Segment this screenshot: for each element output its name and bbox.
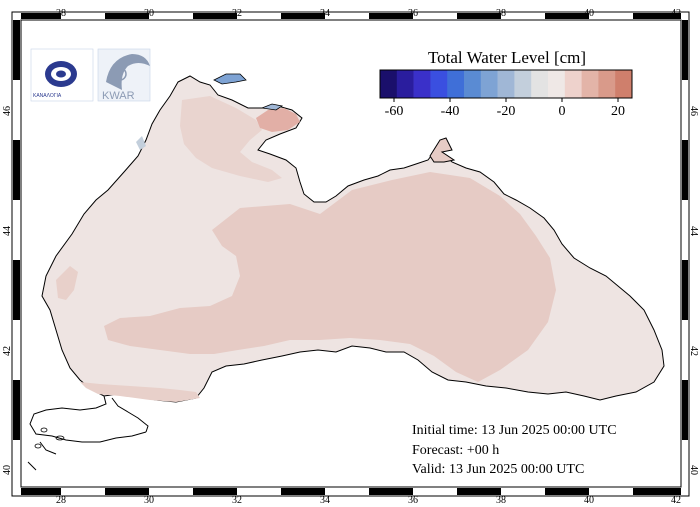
y-tick-left-42: 42	[2, 346, 13, 356]
y-tick-labels-left: 40 42 44 46	[2, 106, 13, 475]
marmara-islands	[34, 427, 65, 449]
colorbar-tick-label: -60	[385, 104, 404, 119]
x-tick-bottom-36: 36	[408, 495, 418, 506]
sea-of-azov	[429, 137, 456, 163]
colorbar-cell	[464, 70, 482, 98]
forecast-text: Forecast: +00 h	[412, 443, 499, 458]
colorbar-title: Total Water Level [cm]	[428, 48, 586, 67]
marmara-coastline	[27, 395, 149, 471]
y-tick-left-40: 40	[2, 465, 13, 475]
x-tick-bottom-28: 28	[56, 495, 66, 506]
x-tick-top-34: 34	[320, 8, 330, 19]
valid-time-text: Valid: 13 Jun 2025 00:00 UTC	[412, 462, 584, 477]
x-tick-top-30: 30	[144, 8, 154, 19]
lagoon-blue-north	[213, 73, 247, 85]
x-tick-top-40: 40	[584, 8, 594, 19]
colorbar-tick-label: -40	[441, 104, 460, 119]
sea-west-warm-fringe	[56, 266, 78, 300]
colorbar-cell	[615, 70, 633, 98]
x-tick-top-36: 36	[408, 8, 418, 19]
y-tick-right-40: 40	[688, 465, 699, 475]
colorbar-cell	[581, 70, 599, 98]
logo-right-text: KWAR	[102, 90, 135, 102]
x-tick-labels-top: 28 30 32 34 36 38 40 42	[56, 8, 681, 19]
sea-south-warm-fringe	[80, 382, 200, 402]
x-tick-bottom-34: 34	[320, 495, 330, 506]
y-tick-labels-right: 40 42 44 46	[688, 106, 699, 475]
x-tick-bottom-42: 42	[671, 495, 681, 506]
y-tick-right-46: 46	[688, 106, 699, 116]
colorbar-cell	[480, 70, 498, 98]
colorbar-cell	[380, 70, 398, 98]
x-tick-top-28: 28	[56, 8, 66, 19]
colorbar-cell	[514, 70, 532, 98]
y-tick-left-44: 44	[2, 226, 13, 236]
x-tick-labels-bottom: 28 30 32 34 36 38 40 42	[56, 495, 681, 506]
colorbar-tick-label: -20	[497, 104, 516, 119]
initial-time-text: Initial time: 13 Jun 2025 00:00 UTC	[412, 423, 617, 438]
colorbar-ticks: -60 -40 -20 0 20	[385, 98, 625, 119]
y-tick-left-46: 46	[2, 106, 13, 116]
x-tick-bottom-32: 32	[232, 495, 242, 506]
frame-ticks	[13, 13, 688, 495]
logo-left: ΚΑΝΑΛΟΓΙΑ	[30, 48, 94, 102]
colorbar-cell	[447, 70, 465, 98]
colorbar: Total Water Level [cm] -60 -40 -20 0 20	[379, 48, 633, 119]
logo-right: KWAR	[97, 48, 151, 102]
sea-nw-warm-band	[180, 96, 282, 182]
forecast-info: Initial time: 13 Jun 2025 00:00 UTC Fore…	[412, 423, 617, 477]
sea-warm-region	[104, 172, 556, 382]
lagoon-blue-bay	[260, 103, 284, 111]
colorbar-cell	[497, 70, 515, 98]
colorbar-cell	[598, 70, 616, 98]
colorbar-cell	[430, 70, 448, 98]
colorbar-cell	[531, 70, 549, 98]
colorbar-tick-label: 20	[611, 104, 625, 119]
x-tick-bottom-38: 38	[496, 495, 506, 506]
x-tick-top-32: 32	[232, 8, 242, 19]
x-tick-bottom-40: 40	[584, 495, 594, 506]
colorbar-cells	[380, 70, 633, 98]
colorbar-cell	[413, 70, 431, 98]
x-tick-bottom-30: 30	[144, 495, 154, 506]
x-tick-top-42: 42	[671, 8, 681, 19]
colorbar-tick-label: 0	[559, 104, 566, 119]
colorbar-cell	[548, 70, 566, 98]
y-tick-right-44: 44	[688, 226, 699, 236]
colorbar-cell	[564, 70, 582, 98]
y-tick-right-42: 42	[688, 346, 699, 356]
colorbar-cell	[396, 70, 414, 98]
map-frame-outer	[11, 11, 690, 497]
sea-warmer-patch	[256, 108, 300, 132]
logo-left-text: ΚΑΝΑΛΟΓΙΑ	[33, 93, 62, 99]
x-tick-top-38: 38	[496, 8, 506, 19]
lagoon-blue-west	[136, 136, 146, 150]
